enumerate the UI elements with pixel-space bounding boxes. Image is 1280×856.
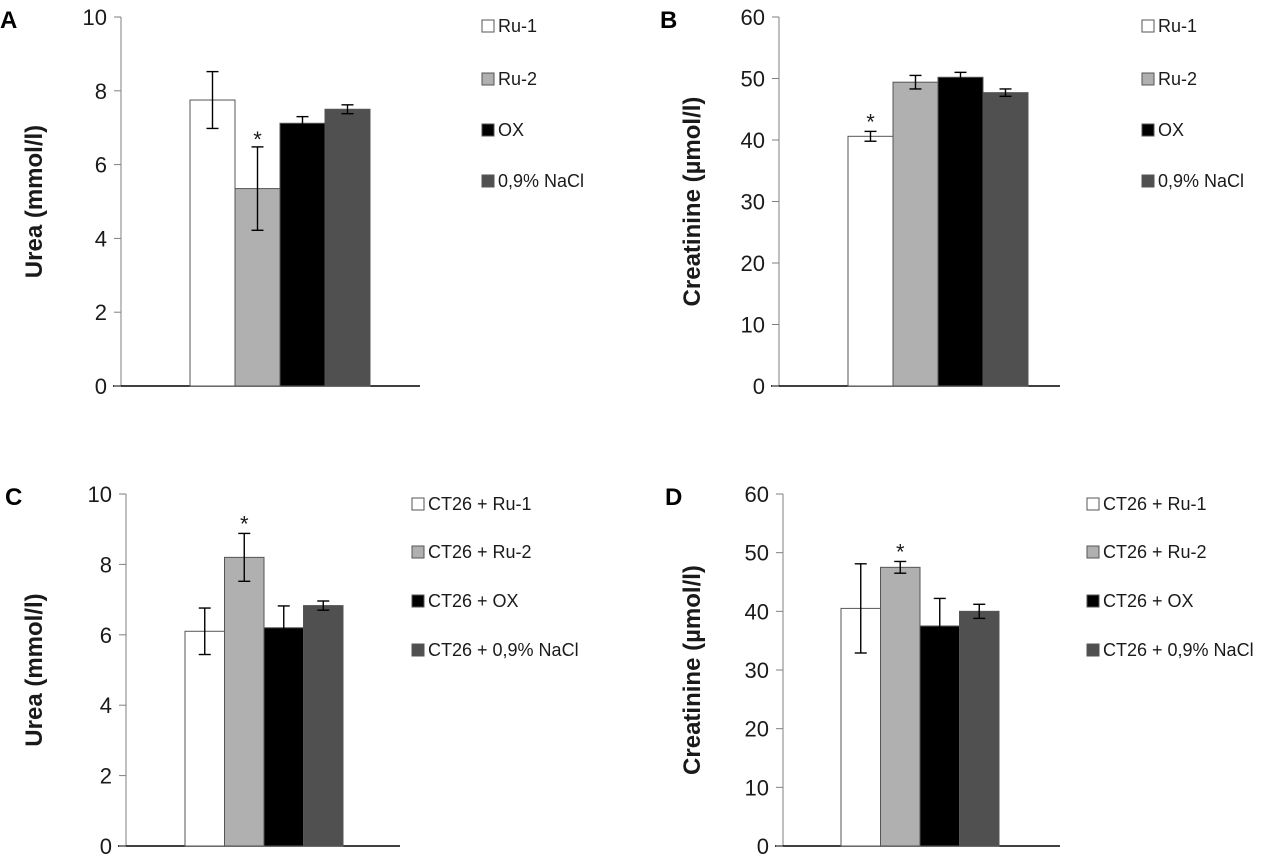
y-tick-label: 6: [95, 153, 107, 178]
y-tick-label: 8: [95, 79, 107, 104]
y-axis-title: Urea (mmol/l): [21, 125, 48, 278]
bar-0: [189, 99, 236, 387]
legend-label-0: CT26 + Ru-1: [1103, 494, 1207, 514]
bar-1: [892, 81, 939, 387]
legend-swatch-3: [1086, 643, 1100, 657]
legend-swatch-3: [411, 643, 425, 657]
legend-swatch-3: [481, 174, 495, 188]
y-tick-label: 4: [100, 693, 112, 718]
legend-swatch-0: [411, 497, 425, 511]
bar-3: [982, 92, 1029, 387]
y-tick-label: 4: [95, 226, 107, 251]
y-tick-label: 10: [88, 482, 112, 507]
legend-label-1: CT26 + Ru-2: [428, 542, 532, 562]
legend-swatch-1: [411, 545, 425, 559]
panel-label-d: D: [665, 484, 682, 511]
legend-swatch-1: [1141, 72, 1155, 86]
legend-label-2: CT26 + OX: [1103, 591, 1194, 611]
bar-1: [880, 566, 921, 847]
bar-2: [263, 627, 304, 847]
legend-swatch-1: [1086, 545, 1100, 559]
y-tick-label: 40: [741, 128, 765, 153]
legend-swatch-2: [411, 594, 425, 608]
panel-label-b: B: [660, 7, 677, 34]
y-tick-label: 60: [741, 5, 765, 30]
legend-label-0: CT26 + Ru-1: [428, 494, 532, 514]
legend-label-0: Ru-1: [498, 16, 537, 36]
legend-label-3: 0,9% NaCl: [498, 171, 584, 191]
bar-0: [184, 630, 225, 847]
y-tick-label: 60: [745, 482, 769, 507]
significance-star: *: [866, 109, 875, 134]
legend-label-0: Ru-1: [1158, 16, 1197, 36]
bar-2: [279, 122, 326, 387]
y-tick-label: 50: [745, 541, 769, 566]
panel-label-a: A: [0, 7, 17, 34]
y-tick-label: 10: [745, 775, 769, 800]
y-axis-title: Urea (mmol/l): [21, 593, 48, 746]
y-tick-label: 30: [745, 658, 769, 683]
legend-label-2: OX: [498, 120, 524, 140]
legend-swatch-2: [1086, 594, 1100, 608]
y-tick-label: 30: [741, 190, 765, 215]
legend-label-3: CT26 + 0,9% NaCl: [1103, 640, 1254, 660]
y-axis-title: Creatinine (µmol/l): [679, 97, 706, 307]
y-tick-label: 2: [100, 764, 112, 789]
y-tick-label: 0: [753, 374, 765, 399]
y-tick-label: 10: [83, 5, 107, 30]
legend-swatch-0: [1086, 497, 1100, 511]
bar-1: [224, 556, 265, 847]
legend-label-1: Ru-2: [1158, 69, 1197, 89]
significance-star: *: [896, 539, 905, 564]
y-tick-label: 0: [100, 834, 112, 856]
bar-0: [847, 135, 894, 387]
bar-2: [937, 76, 984, 387]
legend-swatch-0: [1141, 19, 1155, 33]
bar-3: [303, 605, 344, 847]
legend-label-1: CT26 + Ru-2: [1103, 542, 1207, 562]
legend-label-3: 0,9% NaCl: [1158, 171, 1244, 191]
legend-label-3: CT26 + 0,9% NaCl: [428, 640, 579, 660]
y-tick-label: 40: [745, 599, 769, 624]
panel-label-c: C: [5, 484, 22, 511]
legend-label-2: CT26 + OX: [428, 591, 519, 611]
bar-3: [324, 108, 371, 387]
y-tick-label: 0: [95, 374, 107, 399]
legend-label-2: OX: [1158, 120, 1184, 140]
y-tick-label: 20: [741, 251, 765, 276]
significance-star: *: [253, 127, 262, 152]
legend-swatch-2: [1141, 123, 1155, 137]
legend-swatch-3: [1141, 174, 1155, 188]
bar-2: [919, 625, 960, 847]
y-tick-label: 10: [741, 313, 765, 338]
significance-star: *: [240, 511, 249, 536]
legend-swatch-1: [481, 72, 495, 86]
y-tick-label: 6: [100, 623, 112, 648]
legend-swatch-0: [481, 19, 495, 33]
y-tick-label: 0: [757, 834, 769, 856]
legend-swatch-2: [481, 123, 495, 137]
y-tick-label: 8: [100, 552, 112, 577]
bar-3: [959, 610, 1000, 847]
legend-label-1: Ru-2: [498, 69, 537, 89]
y-tick-label: 50: [741, 67, 765, 92]
y-axis-title: Creatinine (µmol/l): [679, 565, 706, 775]
y-tick-label: 2: [95, 300, 107, 325]
y-tick-label: 20: [745, 717, 769, 742]
